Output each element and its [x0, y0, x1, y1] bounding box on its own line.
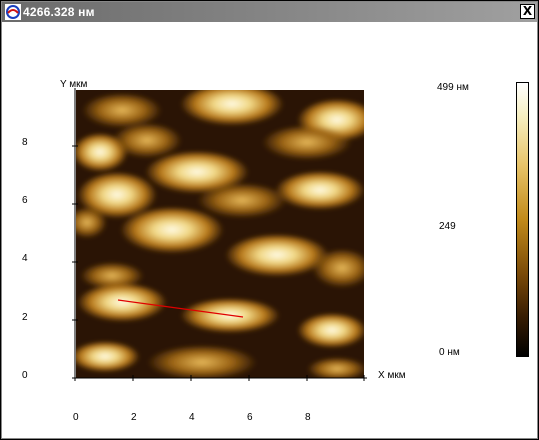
colorbar-min-label: 0 нм: [439, 347, 460, 358]
colorbar-max-label: 499 нм: [437, 82, 469, 93]
y-tick-label: 4: [22, 253, 28, 264]
close-button[interactable]: X: [520, 4, 535, 19]
x-axis-label: X мкм: [378, 370, 406, 381]
y-axis-label: Y мкм: [60, 79, 88, 90]
title-bar[interactable]: 4266.328 нм X: [2, 2, 537, 22]
x-tick-label: 0: [73, 412, 79, 423]
afm-height-image[interactable]: [67, 84, 377, 382]
window-title: 4266.328 нм: [23, 5, 95, 19]
colorbar-mid-label: 249: [439, 221, 456, 232]
x-tick-label: 6: [247, 412, 253, 423]
axes: [72, 88, 367, 381]
y-tick-label: 8: [22, 137, 28, 148]
x-tick-label: 4: [189, 412, 195, 423]
y-tick-label: 6: [22, 195, 28, 206]
y-tick-label: 2: [22, 312, 28, 323]
y-tick-label: 0: [22, 370, 28, 381]
x-tick-label: 8: [305, 412, 311, 423]
profile-line[interactable]: [117, 299, 244, 318]
height-colorbar: [516, 82, 529, 357]
x-tick-label: 2: [131, 412, 137, 423]
app-logo-icon: [5, 4, 21, 20]
